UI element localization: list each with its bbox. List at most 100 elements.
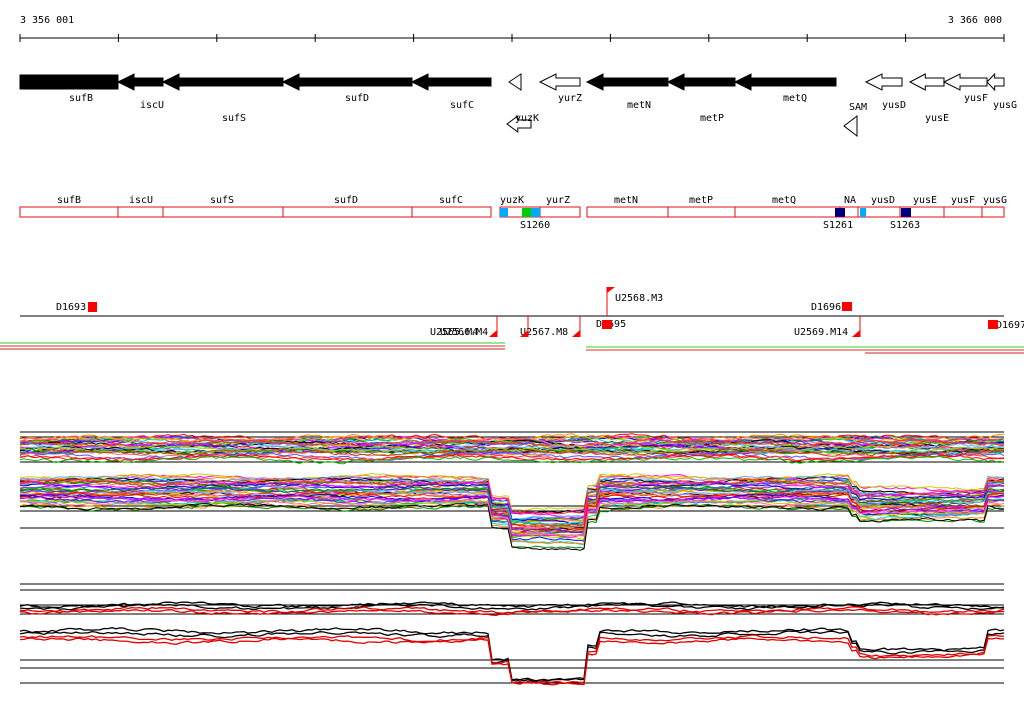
gene-arrow xyxy=(843,114,858,138)
gene-track: sufB iscU sufS sufD sufC yuzK yurZ metN metP metQ… xyxy=(19,72,1017,138)
gene-sufd[interactable]: sufD xyxy=(281,73,413,104)
flag-head xyxy=(489,330,497,337)
transcript-label: yusE xyxy=(913,195,937,206)
transcript-sufd[interactable]: sufD xyxy=(282,195,413,218)
segment-block xyxy=(500,208,508,217)
marker-flag[interactable] xyxy=(572,316,581,337)
marker-label-u2568-m3: U2568.M3 xyxy=(615,293,663,304)
gene-metq[interactable]: metQ xyxy=(733,73,837,104)
gene-arrow xyxy=(733,73,837,91)
gene-arrow xyxy=(161,73,284,91)
transcript-track: sufB iscU sufS sufD sufC yuzK yurZ metN metP metQ… xyxy=(19,195,1007,218)
transcript-box xyxy=(162,206,284,218)
profile-line xyxy=(19,637,1005,686)
ruler-ticks xyxy=(19,34,1005,42)
transcript-metp[interactable]: metP xyxy=(667,195,736,218)
gene-yuzk[interactable]: yuzK xyxy=(506,113,539,133)
gene-sufb[interactable]: sufB xyxy=(19,74,119,104)
transcript-yusg[interactable]: yusG xyxy=(981,195,1007,218)
transcript-metq[interactable]: metQ xyxy=(734,195,841,218)
gene-sufs[interactable]: sufS xyxy=(161,73,284,124)
transcript-box xyxy=(117,206,164,218)
profile-line xyxy=(19,608,1005,617)
marker-box[interactable] xyxy=(988,320,998,329)
gene-sam[interactable]: SAM xyxy=(843,102,867,138)
flag-head xyxy=(852,330,860,337)
gene-label: sufD xyxy=(345,93,369,104)
profile-line xyxy=(19,627,1005,682)
profile-line xyxy=(19,495,1005,538)
small-arrow-shape xyxy=(508,73,522,91)
profile-line xyxy=(19,444,1005,454)
transcript-label: sufD xyxy=(334,195,358,206)
gene-yusg[interactable]: yusG xyxy=(986,72,1017,111)
transcript-label: sufS xyxy=(210,195,234,206)
transcript-sufs[interactable]: sufS xyxy=(162,195,284,218)
transcript-label: yusF xyxy=(951,195,975,206)
profile-line xyxy=(19,455,1005,465)
marker-flag[interactable] xyxy=(520,316,529,337)
transcript-iscu[interactable]: iscU xyxy=(117,195,164,218)
gene-arrow xyxy=(19,74,119,90)
gene-label: metQ xyxy=(783,93,807,104)
transcript-label: metP xyxy=(689,195,713,206)
gene-label: yuzK xyxy=(515,113,539,124)
gene-metn[interactable]: metN xyxy=(585,73,669,111)
profile-line xyxy=(19,503,1004,551)
transcript-box xyxy=(943,206,983,218)
segment-label-s1261: S1261 xyxy=(823,220,853,231)
gene-arrow xyxy=(585,73,669,91)
transcript-label: yusG xyxy=(983,195,1007,206)
transcript-yurz[interactable]: yurZ xyxy=(539,195,581,218)
transcript-label: metQ xyxy=(772,195,796,206)
marker-track: D1693 U2568.M3 D1696 U2565.M4 U2566.M4 U… xyxy=(0,287,1024,354)
transcript-box xyxy=(19,206,119,218)
coordinate-ruler: 3 356 001 3 366 000 xyxy=(19,15,1005,42)
gene-arrow xyxy=(116,73,164,91)
marker-flag[interactable] xyxy=(489,316,498,337)
gene-iscu[interactable]: iscU xyxy=(116,73,164,111)
marker-label-u2566-m4: U2566.M4 xyxy=(440,327,488,338)
transcript-box xyxy=(981,206,1005,218)
flag-head xyxy=(607,287,615,293)
gene-sufc[interactable]: sufC xyxy=(410,73,492,111)
transcript-sufc[interactable]: sufC xyxy=(411,195,492,218)
marker-box[interactable] xyxy=(88,302,97,312)
marker-label-d1693: D1693 xyxy=(56,302,86,313)
gene-yusf[interactable]: yusF xyxy=(942,73,988,104)
marker-label-d1696: D1696 xyxy=(811,302,841,313)
gene-label: yusE xyxy=(925,113,949,124)
gene-arrow xyxy=(864,73,903,91)
gene-arrow xyxy=(986,72,1005,92)
gene-yuse[interactable]: yusE xyxy=(908,73,949,124)
gene-label: sufS xyxy=(222,113,246,124)
transcript-box xyxy=(734,206,841,218)
segment-labels: S1260 S1261 S1263 xyxy=(520,220,920,231)
marker-flag[interactable] xyxy=(606,287,615,316)
transcript-yusf[interactable]: yusF xyxy=(943,195,983,218)
gene-arrow xyxy=(908,73,945,91)
transcript-label: iscU xyxy=(129,195,153,206)
gene-label: yusF xyxy=(964,93,988,104)
marker-box[interactable] xyxy=(842,302,852,311)
marker-box[interactable] xyxy=(602,320,612,329)
marker-flag[interactable] xyxy=(852,316,861,337)
gene-label: metP xyxy=(700,113,724,124)
gene-yurz[interactable]: yurZ xyxy=(538,73,582,104)
transcript-box xyxy=(667,206,736,218)
transcript-sufb[interactable]: sufB xyxy=(19,195,119,218)
transcript-metn[interactable]: metN xyxy=(586,195,669,218)
gene-label: sufC xyxy=(450,100,474,111)
transcript-label: NA xyxy=(844,195,856,206)
gene-metp[interactable]: metP xyxy=(666,73,736,124)
gene-label: sufB xyxy=(69,93,93,104)
segment-block xyxy=(901,208,911,217)
transcript-label: yuzK xyxy=(500,195,524,206)
gene-yusd[interactable]: yusD xyxy=(864,73,906,111)
profile-line xyxy=(19,498,1005,536)
gene-arrow xyxy=(666,73,736,91)
segment-label-s1263: S1263 xyxy=(890,220,920,231)
marker-label-u2565-m4: U2565.M4 xyxy=(430,327,478,338)
gene-label: yurZ xyxy=(558,93,582,104)
